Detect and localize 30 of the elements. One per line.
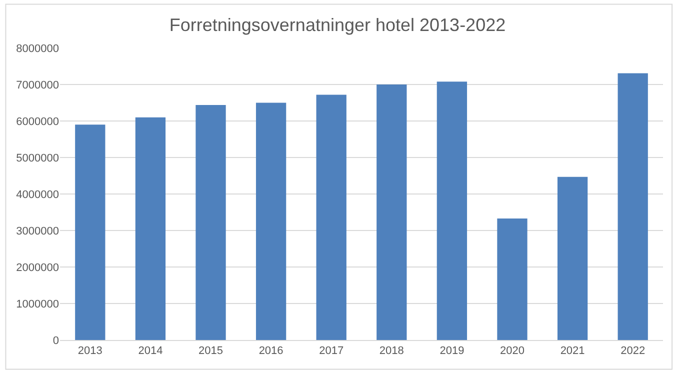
- y-tick-label: 6000000: [16, 116, 59, 128]
- y-tick-label: 8000000: [16, 42, 59, 55]
- x-tick-label: 2021: [560, 345, 585, 358]
- y-tick-label: 4000000: [16, 188, 59, 201]
- chart-title: Forretningsovernatninger hotel 2013-2022: [169, 15, 506, 36]
- x-tick-label: 2019: [440, 345, 464, 358]
- y-tick-label: 2000000: [16, 262, 59, 274]
- y-tick-label: 1000000: [16, 298, 59, 310]
- bar: [557, 176, 588, 340]
- y-tick-label: 5000000: [16, 152, 59, 164]
- bar: [618, 73, 648, 340]
- bar: [135, 117, 166, 340]
- x-tick-label: 2022: [620, 345, 646, 358]
- x-tick-label: 2013: [78, 345, 102, 358]
- bar: [196, 104, 226, 340]
- x-tick-label: 2014: [138, 345, 163, 358]
- y-tick-label: 0: [52, 334, 59, 347]
- x-tick-label: 2017: [319, 345, 344, 358]
- bar: [497, 218, 528, 340]
- y-tick-label: 3000000: [16, 225, 59, 238]
- x-tick-label: 2018: [379, 345, 404, 358]
- x-tick-label: 2015: [198, 345, 223, 358]
- bar: [316, 94, 346, 340]
- x-tick-label: 2016: [258, 345, 284, 358]
- bar: [256, 102, 286, 340]
- y-tick-label: 7000000: [16, 79, 59, 92]
- x-tick-label: 2020: [500, 345, 524, 358]
- bar: [75, 124, 106, 340]
- bar: [436, 82, 468, 340]
- bar: [376, 84, 407, 340]
